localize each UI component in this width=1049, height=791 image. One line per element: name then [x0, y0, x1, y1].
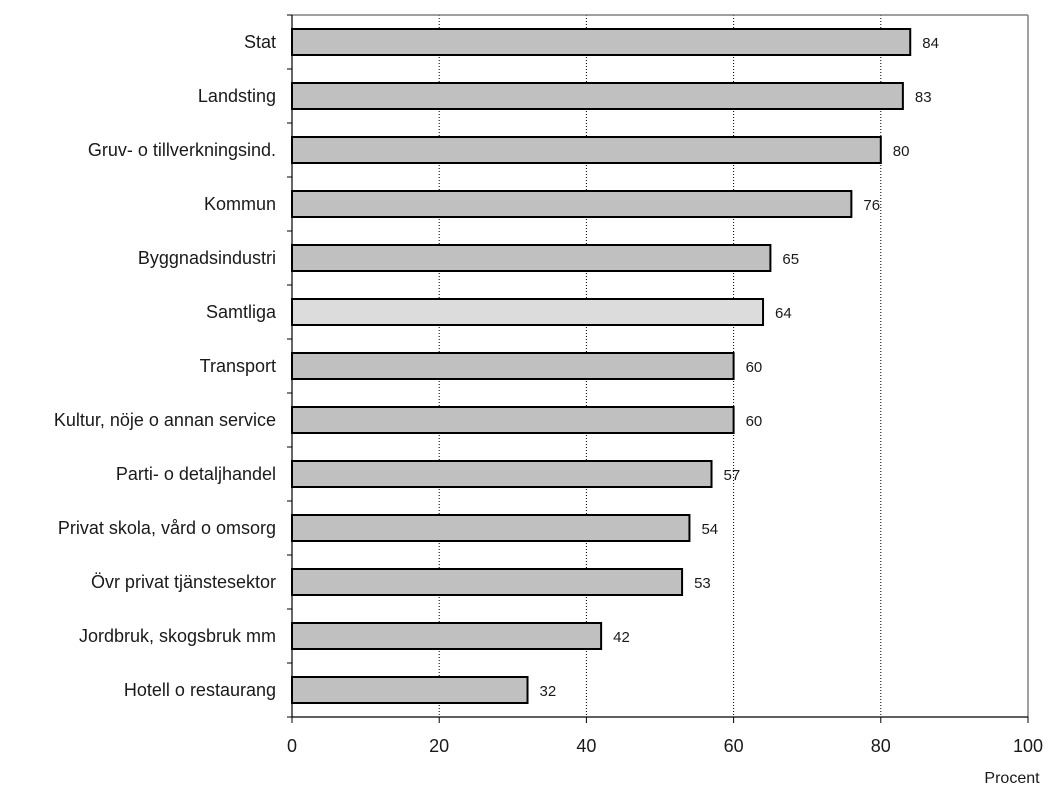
bar-series: [291, 28, 912, 704]
data-label: 53: [694, 575, 711, 592]
bar: [291, 298, 765, 326]
data-label: 80: [893, 143, 910, 160]
data-label: 83: [915, 89, 932, 106]
bar: [291, 352, 735, 380]
x-tick-label: 40: [576, 736, 596, 756]
bar: [291, 568, 684, 596]
data-label: 65: [782, 251, 799, 268]
x-tick-label: 20: [429, 736, 449, 756]
bar: [291, 622, 603, 650]
bar: [291, 514, 691, 542]
data-label: 54: [701, 521, 718, 538]
data-label: 42: [613, 629, 630, 646]
data-label: 60: [746, 413, 763, 430]
x-tick-label: 80: [871, 736, 891, 756]
x-axis-title: Procent: [984, 770, 1040, 787]
category-label: Jordbruk, skogsbruk mm: [79, 626, 276, 646]
bar: [291, 82, 904, 110]
category-label: Privat skola, vård o omsorg: [58, 518, 276, 538]
value-labels: 84 83 80 76 65 64 60 60 57 54 53 42 32: [540, 35, 939, 700]
data-label: 60: [746, 359, 763, 376]
x-tick-label: 100: [1013, 736, 1043, 756]
bar: [291, 406, 735, 434]
category-label: Stat: [244, 32, 276, 52]
bar: [291, 136, 882, 164]
category-labels: Stat Landsting Gruv- o tillverkningsind. Ko…: [54, 32, 277, 700]
category-label: Hotell o restaurang: [124, 680, 276, 700]
bar: [291, 244, 772, 272]
category-label: Parti- o detaljhandel: [116, 464, 276, 484]
category-label: Landsting: [198, 86, 276, 106]
bar: [291, 190, 853, 218]
x-tick-label: 60: [724, 736, 744, 756]
category-label: Övr privat tjänstesektor: [91, 572, 276, 592]
data-label: 64: [775, 305, 792, 322]
bar: [291, 676, 529, 704]
x-tick-label: 0: [287, 736, 297, 756]
bar: [291, 28, 912, 56]
category-label: Byggnadsindustri: [138, 248, 276, 268]
data-label: 84: [922, 35, 939, 52]
data-label: 76: [863, 197, 880, 214]
category-label: Kommun: [204, 194, 276, 214]
category-label: Transport: [200, 356, 276, 376]
category-label: Samtliga: [206, 302, 277, 322]
category-label: Kultur, nöje o annan service: [54, 410, 276, 430]
data-label: 57: [724, 467, 741, 484]
data-label: 32: [540, 683, 557, 700]
x-axis-ticks: 0 20 40 60 80 100: [287, 717, 1043, 756]
bar: [291, 460, 713, 488]
category-label: Gruv- o tillverkningsind.: [88, 140, 276, 160]
